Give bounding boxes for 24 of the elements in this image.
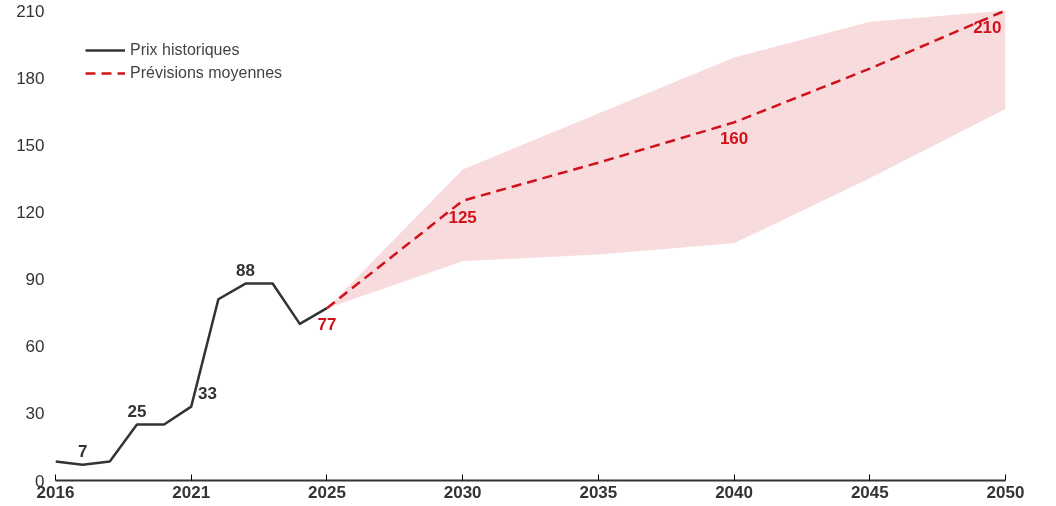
y-tick-label: 60 bbox=[25, 337, 45, 357]
y-tick-label: 150 bbox=[16, 135, 45, 155]
y-tick-label: 120 bbox=[16, 202, 45, 222]
data-label: 160 bbox=[719, 129, 749, 149]
x-tick-label: 2021 bbox=[172, 482, 211, 502]
y-tick-label: 210 bbox=[16, 1, 45, 21]
data-label: 33 bbox=[198, 383, 217, 403]
x-tick-label: 2030 bbox=[443, 482, 482, 502]
legend-label: Prévisions moyennes bbox=[130, 64, 283, 82]
data-label: 25 bbox=[127, 401, 147, 421]
data-label: 210 bbox=[973, 17, 1002, 37]
y-tick-label: 30 bbox=[25, 404, 45, 424]
x-tick-label: 2045 bbox=[850, 482, 889, 502]
x-tick-label: 2050 bbox=[986, 482, 1025, 502]
legend-label: Prix historiques bbox=[130, 41, 240, 59]
data-label: 77 bbox=[317, 315, 337, 335]
y-tick-label: 180 bbox=[16, 68, 45, 88]
data-label: 7 bbox=[77, 441, 88, 461]
data-label: 88 bbox=[236, 260, 255, 280]
y-tick-label: 90 bbox=[25, 270, 45, 290]
data-label: 125 bbox=[448, 207, 477, 227]
x-tick-label: 2025 bbox=[308, 482, 346, 502]
x-tick-label: 2040 bbox=[715, 482, 753, 502]
x-tick-label: 2035 bbox=[579, 482, 618, 502]
